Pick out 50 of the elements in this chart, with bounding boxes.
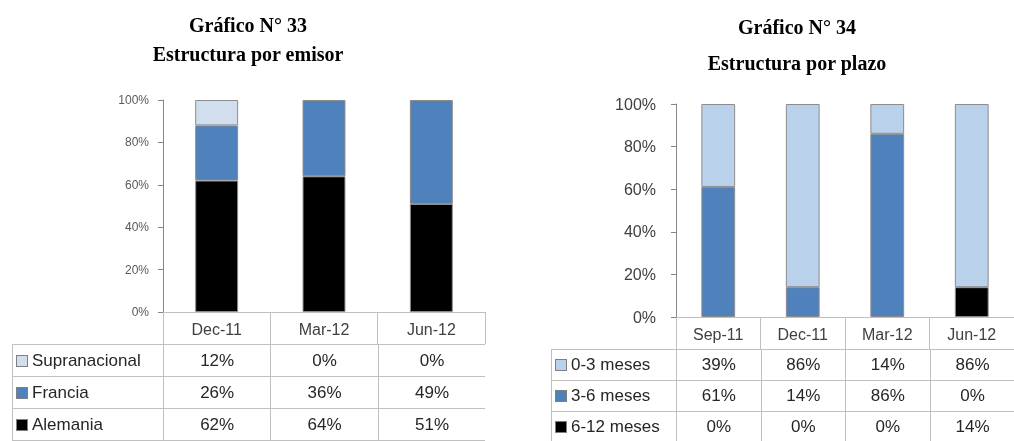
data-label: 0% xyxy=(761,411,846,441)
data-label: 0% xyxy=(378,344,486,377)
legend-label: Francia xyxy=(32,382,89,402)
y-tick-label: 40% xyxy=(623,223,656,241)
y-tick-label: 100% xyxy=(615,95,656,113)
x-tick-label: Mar-12 xyxy=(861,325,913,343)
data-label: 51% xyxy=(378,408,486,441)
y-tick-label: 0% xyxy=(632,308,656,326)
data-label: 14% xyxy=(845,349,930,381)
y-tick-label: 100% xyxy=(118,93,150,107)
x-tick-label: Jun-12 xyxy=(947,325,997,343)
x-tick-label: Dec-11 xyxy=(191,320,242,338)
y-tick-label: 20% xyxy=(623,265,656,283)
data-label: 36% xyxy=(270,376,379,409)
chart-subtitle: Estructura por plazo xyxy=(707,52,887,75)
x-tick-label: Jun-12 xyxy=(406,320,456,338)
y-tick-label: 80% xyxy=(124,135,150,150)
data-label: 86% xyxy=(845,380,930,412)
legend-label: Alemania xyxy=(32,414,103,434)
data-label: 39% xyxy=(676,349,761,381)
data-label: 0% xyxy=(270,344,379,377)
y-tick-label: 20% xyxy=(124,262,150,277)
chart-subtitle: Estructura por emisor xyxy=(152,43,344,66)
y-tick-label: 60% xyxy=(623,180,656,198)
data-label: 14% xyxy=(930,411,1014,441)
data-label: 26% xyxy=(163,376,271,409)
data-label: 86% xyxy=(761,349,846,381)
data-label: 62% xyxy=(163,408,271,441)
y-tick-label: 0% xyxy=(131,305,150,319)
data-label: 0% xyxy=(930,380,1014,412)
legend-label: 3-6 meses xyxy=(571,386,651,405)
legend-label: Supranacional xyxy=(32,350,141,370)
data-label: 64% xyxy=(270,408,379,441)
data-label: 61% xyxy=(676,380,761,412)
chart-title: Gráfico N° 33 xyxy=(189,14,307,36)
data-label: 14% xyxy=(761,380,846,412)
data-label: 49% xyxy=(378,376,486,409)
data-label: 0% xyxy=(676,411,761,441)
data-label: 12% xyxy=(163,344,271,377)
y-tick-label: 80% xyxy=(623,138,656,156)
chart-title: Gráfico N° 34 xyxy=(738,16,856,38)
legend-label: 0-3 meses xyxy=(571,355,651,374)
data-label: 0% xyxy=(845,411,930,441)
x-tick-label: Sep-11 xyxy=(693,325,744,343)
legend-label: 6-12 meses xyxy=(571,417,660,436)
y-tick-label: 40% xyxy=(124,220,150,235)
x-tick-label: Dec-11 xyxy=(777,325,829,343)
data-label: 86% xyxy=(930,349,1014,381)
x-tick-label: Mar-12 xyxy=(298,320,350,338)
y-tick-label: 60% xyxy=(124,177,150,192)
